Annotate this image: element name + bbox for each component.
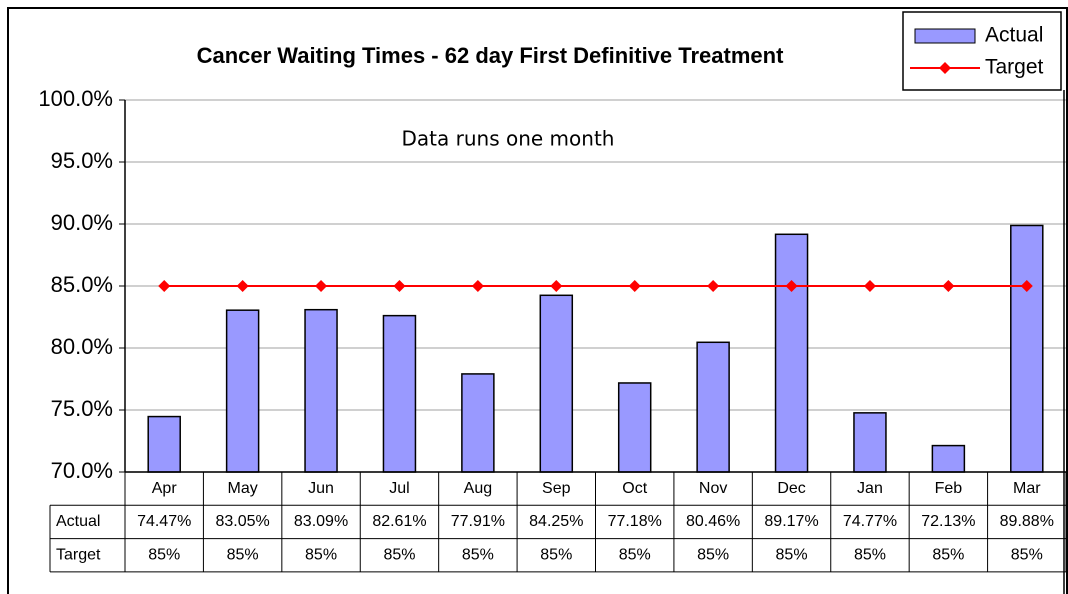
table-value: 85% — [148, 546, 180, 563]
table-value: 74.77% — [843, 513, 897, 530]
x-tick-label: Sep — [542, 480, 571, 497]
y-tick-label: 80.0% — [51, 334, 113, 359]
table-value: 85% — [854, 546, 886, 563]
y-tick-label: 95.0% — [51, 148, 113, 173]
x-tick-label: Mar — [1013, 480, 1041, 497]
table-value: 84.25% — [529, 513, 583, 530]
target-marker — [550, 280, 563, 292]
bar — [225, 309, 260, 473]
target-marker — [1020, 280, 1033, 292]
chart-title: Cancer Waiting Times - 62 day First Defi… — [197, 43, 785, 68]
table-value: 85% — [227, 546, 259, 563]
table-value: 85% — [932, 546, 964, 563]
bar — [774, 233, 809, 473]
chart-border — [7, 7, 1068, 594]
bar — [147, 415, 181, 473]
x-tick-label: Jun — [308, 480, 334, 497]
table-value: 80.46% — [686, 513, 740, 530]
table-value: 85% — [383, 546, 415, 563]
legend-swatch — [914, 28, 976, 44]
table-value: 85% — [776, 546, 808, 563]
target-marker — [393, 280, 406, 292]
table-value: 85% — [619, 546, 651, 563]
bar — [931, 444, 966, 473]
table-value: 89.88% — [1000, 513, 1054, 530]
x-tick-label: Oct — [622, 480, 647, 497]
table-value: 82.61% — [372, 513, 426, 530]
legend-label: Actual — [985, 24, 1043, 47]
target-marker — [471, 280, 484, 292]
annotation: Data runs one month — [402, 127, 615, 151]
table-value: 85% — [540, 546, 572, 563]
target-marker — [315, 280, 328, 292]
table-value: 72.13% — [921, 513, 975, 530]
x-tick-label: Feb — [935, 480, 963, 497]
table-value: 85% — [305, 546, 337, 563]
target-marker — [236, 280, 249, 292]
table-value: 85% — [1011, 546, 1043, 563]
y-tick-label: 70.0% — [51, 458, 113, 483]
table-value: 83.09% — [294, 513, 348, 530]
target-marker — [942, 280, 955, 292]
y-tick-label: 90.0% — [51, 210, 113, 235]
table-row-label: Actual — [56, 513, 100, 530]
bar — [1010, 224, 1044, 473]
y-tick-label: 75.0% — [51, 396, 113, 421]
x-tick-label: Aug — [464, 480, 492, 497]
target-marker — [628, 280, 641, 292]
bar — [617, 382, 652, 473]
bar — [853, 412, 887, 473]
table-value: 85% — [462, 546, 494, 563]
legend-marker — [939, 62, 951, 74]
table-value: 74.47% — [137, 513, 191, 530]
legend-box — [902, 11, 1062, 91]
x-tick-label: Jul — [389, 480, 409, 497]
table-value: 77.91% — [451, 513, 505, 530]
x-tick-label: Apr — [152, 480, 178, 497]
x-tick-label: May — [228, 480, 258, 497]
table-value: 77.18% — [608, 513, 662, 530]
legend-label: Target — [985, 56, 1044, 79]
table-value: 89.17% — [764, 513, 818, 530]
bar — [461, 373, 495, 473]
bar — [382, 314, 417, 473]
target-marker — [785, 280, 798, 292]
bar — [696, 341, 730, 473]
target-marker — [863, 280, 876, 292]
bar — [304, 308, 338, 473]
y-tick-label: 85.0% — [51, 272, 113, 297]
table-value: 83.05% — [215, 513, 269, 530]
x-tick-label: Dec — [777, 480, 805, 497]
target-marker — [158, 280, 171, 292]
table-row-label: Target — [56, 546, 101, 563]
x-tick-label: Jan — [857, 480, 883, 497]
table-value: 85% — [697, 546, 729, 563]
target-marker — [707, 280, 720, 292]
y-tick-label: 100.0% — [38, 86, 113, 111]
bar — [539, 294, 574, 473]
x-tick-label: Nov — [699, 480, 727, 497]
